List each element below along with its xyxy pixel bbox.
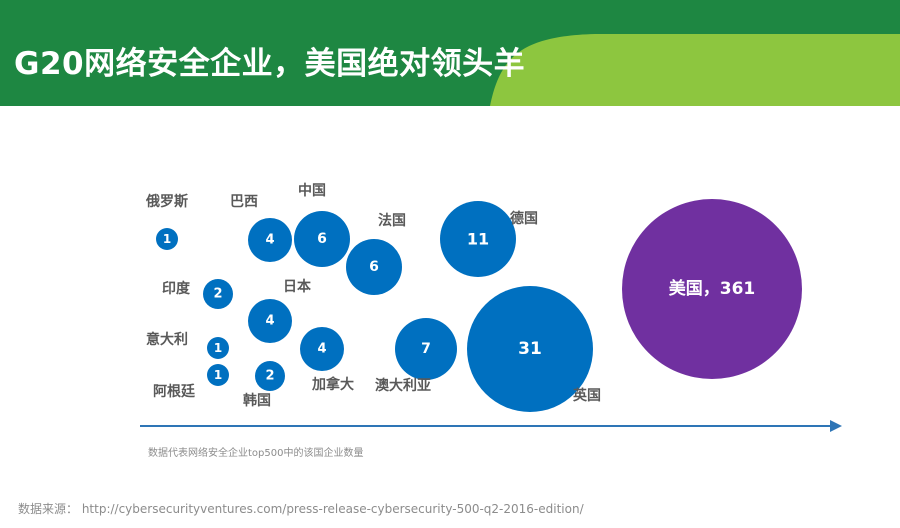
bubbles-layer: 1 4 6 6 11 2 4 1 4 7 31 1 2 美国，361	[156, 199, 802, 412]
page-title: G20网络安全企业，美国绝对领头羊	[14, 46, 526, 82]
country-label: 中国	[298, 182, 326, 199]
bubble-3	[294, 211, 350, 267]
bubble-2	[248, 218, 292, 262]
bubble-value-label: 6	[317, 231, 327, 247]
bubble-7	[248, 299, 292, 343]
bubble-6	[203, 279, 233, 309]
country-label: 澳大利亚	[375, 377, 431, 394]
header-banner: G20网络安全企业，美国绝对领头羊	[0, 0, 900, 106]
country-label: 法国	[378, 212, 406, 229]
bubble-12	[207, 364, 229, 386]
country-label: 印度	[162, 280, 191, 297]
bubble-1	[156, 228, 178, 250]
axis-arrow-head	[830, 420, 842, 432]
country-label: 德国	[510, 210, 538, 227]
bubble-13	[255, 361, 285, 391]
bubble-10	[395, 318, 457, 380]
bubble-value-label: 2	[265, 369, 274, 384]
country-label: 英国	[572, 387, 601, 404]
bubble-value-label: 11	[467, 230, 489, 249]
country-label: 阿根廷	[153, 383, 196, 400]
bubble-9	[300, 327, 344, 371]
bubble-value-label: 4	[265, 314, 274, 329]
header-background	[0, 0, 900, 106]
bubble-11	[467, 286, 593, 412]
bubble-14	[622, 199, 802, 379]
bubble-value-label: 1	[163, 232, 171, 246]
bubble-8	[207, 337, 229, 359]
country-label: 巴西	[230, 194, 258, 210]
country-label: 日本	[283, 278, 312, 295]
country-label: 意大利	[146, 331, 188, 348]
bubble-value-label: 4	[265, 233, 274, 248]
bubble-value-label: 美国，361	[669, 278, 756, 299]
bubble-value-label: 7	[421, 341, 431, 357]
bubble-value-label: 1	[214, 368, 222, 382]
bubble-value-label: 4	[317, 342, 326, 357]
country-label: 加拿大	[311, 376, 354, 393]
bubble-value-label: 6	[369, 259, 379, 275]
chart-footnote: 数据代表网络安全企业top500中的该国企业数量	[148, 448, 364, 459]
country-label: 韩国	[243, 392, 271, 409]
bubble-4	[346, 239, 402, 295]
bubble-value-label: 31	[518, 339, 542, 359]
country-label: 俄罗斯	[145, 193, 188, 210]
bubble-5	[440, 201, 516, 277]
bubble-value-label: 1	[214, 341, 222, 355]
data-source: 数据来源： http://cybersecurityventures.com/p…	[18, 502, 584, 516]
bubble-value-label: 2	[213, 287, 222, 302]
